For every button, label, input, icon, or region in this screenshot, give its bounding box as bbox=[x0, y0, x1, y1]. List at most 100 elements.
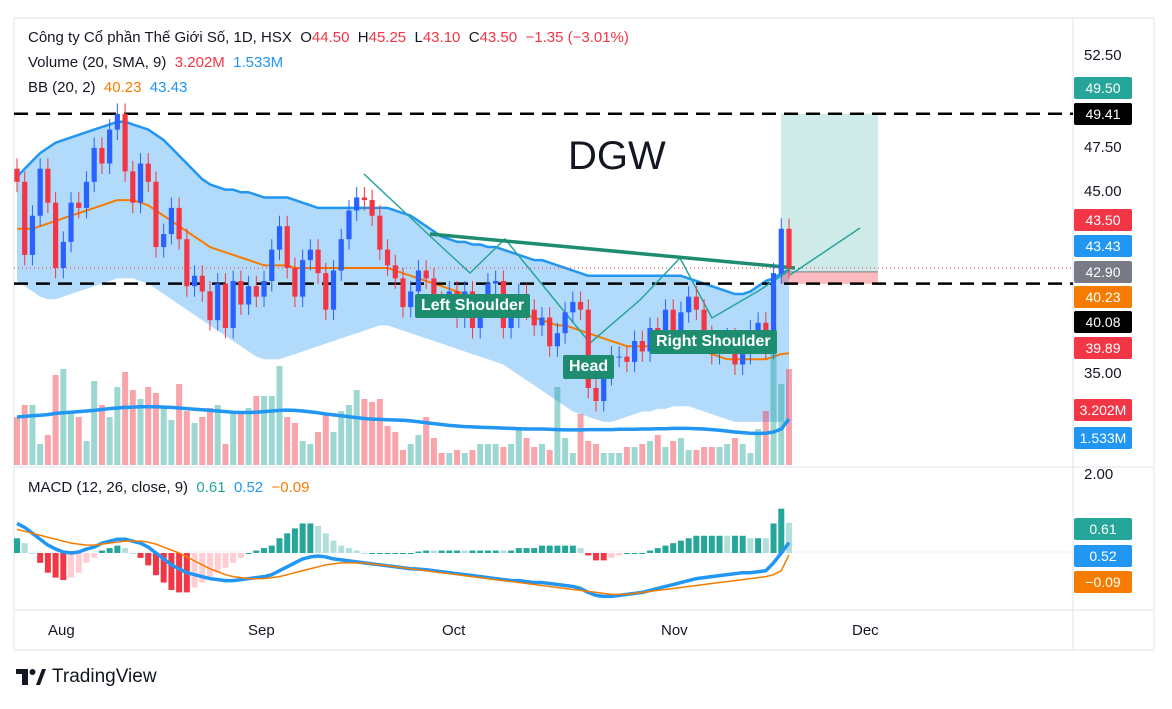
macd-histogram-bar bbox=[83, 553, 90, 563]
candle-body bbox=[562, 312, 568, 334]
volume-bar bbox=[230, 414, 237, 465]
macd-histogram-bar bbox=[345, 548, 352, 553]
macd-histogram-bar bbox=[469, 550, 476, 553]
macd-histogram-bar bbox=[608, 553, 615, 558]
macd-histogram-bar bbox=[330, 540, 337, 553]
volume-bar bbox=[562, 438, 569, 465]
legend-l-label: L bbox=[414, 29, 423, 46]
volume-bar bbox=[75, 417, 82, 465]
candle-body bbox=[53, 202, 59, 268]
volume-sma-line bbox=[16, 405, 791, 436]
macd-histogram-bar bbox=[438, 550, 445, 553]
candle-body bbox=[207, 291, 213, 321]
macd-histogram-bar bbox=[207, 553, 213, 578]
legend-volume-value: 3.202M bbox=[174, 54, 225, 71]
macd-histogram-bar bbox=[44, 553, 51, 573]
volume-bar bbox=[716, 447, 723, 465]
tradingview-logo[interactable]: TradingView bbox=[16, 666, 157, 688]
candle-body bbox=[377, 215, 383, 250]
macd-histogram-bar bbox=[716, 535, 723, 553]
macd-histogram-bar bbox=[129, 553, 136, 554]
volume-bar bbox=[554, 387, 561, 465]
macd-histogram-bar bbox=[461, 550, 468, 553]
candle-body bbox=[176, 207, 182, 240]
candle-body bbox=[253, 286, 259, 297]
macd-histogram-bar bbox=[755, 538, 762, 553]
volume-bar bbox=[299, 441, 306, 465]
macd-histogram-bar bbox=[52, 553, 59, 578]
macd-histogram-bar bbox=[253, 550, 260, 553]
macd-histogram-bar bbox=[569, 545, 576, 553]
volume-bar bbox=[438, 453, 445, 465]
candle-body bbox=[222, 283, 229, 328]
candle-body bbox=[76, 202, 82, 208]
breakout-projection-line bbox=[789, 227, 861, 276]
volume-bar bbox=[91, 381, 98, 465]
volume-bar bbox=[623, 447, 630, 465]
target-zone bbox=[781, 113, 878, 272]
macd-histogram-bar bbox=[376, 553, 383, 554]
legend-bb-basis: 40.23 bbox=[103, 79, 142, 96]
volume-bar bbox=[137, 399, 144, 465]
macd-histogram-bar bbox=[492, 550, 499, 553]
candle-body bbox=[508, 317, 514, 328]
macd-histogram-bar bbox=[508, 550, 515, 553]
price-tag-49-50: 49.50 bbox=[1074, 77, 1132, 99]
macd-histogram-bar bbox=[384, 553, 391, 554]
macd-histogram-bar bbox=[400, 553, 406, 554]
candle-body bbox=[307, 249, 313, 261]
legend-bb-upper: 43.43 bbox=[149, 79, 188, 96]
macd-histogram-bar bbox=[407, 553, 414, 554]
volume-bar bbox=[747, 453, 754, 465]
macd-histogram-bar bbox=[14, 538, 20, 553]
candle-body bbox=[693, 296, 699, 310]
candle-body bbox=[91, 147, 97, 182]
volume-bar bbox=[261, 396, 268, 465]
legend-o-label: O bbox=[300, 29, 312, 46]
macd-histogram-bar bbox=[593, 553, 599, 561]
volume-bar bbox=[44, 435, 51, 465]
price-tick-47-50: 47.50 bbox=[1084, 139, 1122, 156]
candle-body bbox=[37, 168, 43, 216]
macd-histogram-bar bbox=[739, 535, 746, 553]
legend-volume-label: Volume (20, SMA, 9) bbox=[28, 54, 167, 71]
candle-body bbox=[639, 341, 645, 352]
legend-c-label: C bbox=[468, 29, 480, 46]
time-tick-aug: Aug bbox=[48, 622, 75, 639]
volume-bar bbox=[546, 450, 553, 465]
macd-histogram-bar bbox=[500, 550, 507, 553]
candle-body bbox=[68, 202, 74, 242]
legend-bb: BB (20, 2) 40.23 43.43 bbox=[28, 79, 187, 97]
macd-histogram-bar bbox=[299, 523, 306, 553]
macd-histogram-bar bbox=[770, 523, 777, 553]
macd-histogram-bar bbox=[91, 553, 98, 558]
candle-body bbox=[191, 275, 198, 287]
tradingview-icon bbox=[16, 669, 46, 685]
candle-body bbox=[261, 280, 267, 297]
volume-bar bbox=[21, 405, 28, 465]
candle-body bbox=[786, 228, 792, 268]
candle-body bbox=[701, 309, 707, 336]
price-tag-43-50: 43.50 bbox=[1074, 209, 1132, 231]
candle-body bbox=[601, 374, 607, 402]
volume-bar bbox=[114, 387, 121, 465]
macd-histogram-bar bbox=[430, 550, 437, 553]
volume-bar bbox=[693, 450, 700, 465]
legend-h-label: H bbox=[357, 29, 369, 46]
candle-body bbox=[238, 280, 244, 305]
macd-histogram-bar bbox=[392, 553, 399, 554]
price-tag-49-41: 49.41 bbox=[1074, 103, 1132, 125]
stop-zone bbox=[781, 271, 878, 285]
candle-body bbox=[230, 280, 236, 328]
macd-histogram-bar bbox=[670, 543, 677, 553]
legend-low: 43.10 bbox=[422, 29, 461, 46]
volume-bar bbox=[461, 453, 468, 465]
candle-body bbox=[184, 239, 190, 287]
volume-bar bbox=[152, 393, 159, 465]
volume-bar bbox=[214, 405, 221, 465]
volume-bar bbox=[199, 417, 206, 465]
macd-histogram-bar bbox=[68, 553, 75, 578]
macd-histogram-bar bbox=[685, 538, 692, 553]
candle-body bbox=[354, 197, 360, 211]
